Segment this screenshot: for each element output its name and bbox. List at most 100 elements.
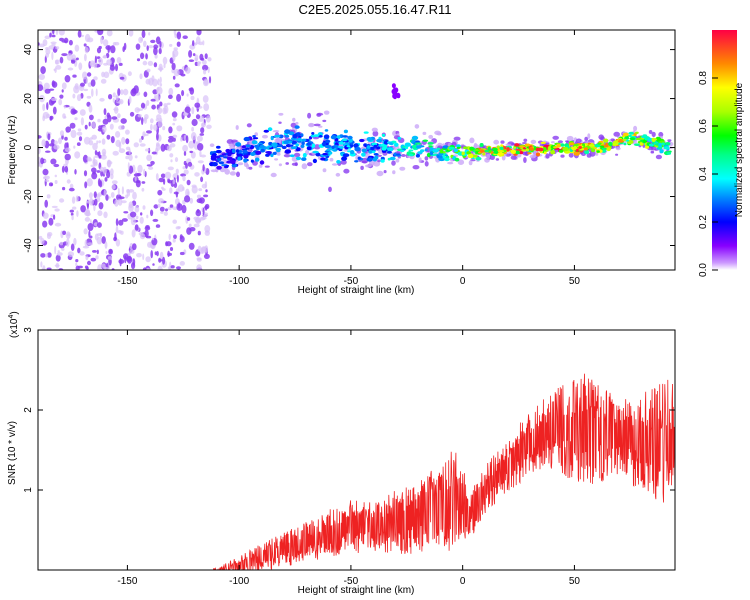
noise-speckle bbox=[140, 102, 146, 109]
noise-speckle bbox=[168, 233, 171, 241]
band-halo-mark bbox=[493, 139, 500, 145]
noise-speckle bbox=[84, 181, 88, 189]
band-halo-mark bbox=[235, 125, 239, 130]
band-core-mark bbox=[578, 146, 582, 149]
noise-speckle bbox=[184, 195, 191, 203]
noise-speckle bbox=[97, 178, 101, 187]
band-halo-mark bbox=[557, 140, 564, 144]
band-halo-mark bbox=[313, 123, 321, 127]
noise-speckle bbox=[162, 107, 167, 115]
noise-speckle bbox=[203, 194, 209, 198]
noise-speckle bbox=[61, 82, 67, 90]
noise-speckle bbox=[43, 175, 50, 180]
noise-speckle bbox=[146, 68, 151, 73]
x-tick-label: -150 bbox=[117, 576, 137, 587]
band-halo-mark bbox=[322, 119, 327, 123]
snr-scale-exponent: 4 bbox=[8, 315, 15, 319]
noise-speckle bbox=[133, 85, 139, 94]
noise-speckle bbox=[150, 98, 156, 102]
band-core-mark bbox=[338, 141, 344, 145]
noise-speckle bbox=[195, 216, 201, 225]
band-halo-mark bbox=[360, 165, 364, 170]
noise-speckle bbox=[52, 106, 57, 115]
band-core-mark bbox=[496, 145, 500, 149]
noise-speckle bbox=[160, 173, 166, 179]
band-core-mark bbox=[506, 147, 510, 152]
band-core-mark bbox=[388, 142, 393, 145]
noise-speckle bbox=[121, 200, 127, 204]
noise-speckle bbox=[175, 168, 179, 175]
band-core-mark bbox=[629, 137, 636, 141]
noise-speckle bbox=[164, 171, 172, 179]
noise-speckle bbox=[199, 133, 205, 136]
noise-speckle bbox=[104, 177, 108, 182]
noise-speckle bbox=[182, 166, 186, 170]
band-core-mark bbox=[394, 142, 399, 147]
band-halo-mark bbox=[278, 112, 284, 116]
noise-speckle bbox=[102, 118, 109, 125]
noise-speckle bbox=[54, 59, 59, 65]
noise-speckle bbox=[54, 180, 58, 184]
band-halo-mark bbox=[209, 160, 214, 163]
noise-speckle bbox=[158, 198, 164, 204]
band-halo-mark bbox=[335, 172, 341, 177]
band-halo-mark bbox=[469, 137, 475, 144]
band-halo-mark bbox=[392, 170, 396, 175]
band-halo-mark bbox=[422, 131, 427, 135]
noise-speckle bbox=[77, 265, 83, 269]
noise-speckle bbox=[140, 37, 143, 42]
noise-speckle bbox=[142, 60, 148, 66]
noise-speckle bbox=[83, 43, 87, 47]
noise-speckle bbox=[54, 174, 57, 178]
noise-speckle bbox=[71, 196, 76, 204]
noise-speckle bbox=[163, 211, 168, 216]
noise-speckle bbox=[163, 63, 166, 69]
noise-speckle bbox=[172, 122, 176, 126]
band-core-mark bbox=[245, 147, 250, 150]
noise-speckle bbox=[145, 225, 150, 229]
noise-speckle bbox=[88, 121, 91, 127]
band-core-mark bbox=[535, 152, 541, 157]
noise-speckle bbox=[146, 100, 150, 106]
band-core-mark bbox=[625, 136, 629, 140]
noise-speckle bbox=[158, 48, 162, 55]
noise-speckle bbox=[80, 117, 84, 126]
band-core-mark bbox=[462, 146, 468, 150]
snr-series-line bbox=[38, 373, 675, 570]
noise-speckle bbox=[197, 143, 204, 151]
noise-speckle bbox=[159, 83, 163, 87]
band-core-mark bbox=[294, 125, 300, 129]
secondary-blob-mark bbox=[396, 93, 401, 99]
band-halo-mark bbox=[307, 112, 312, 119]
noise-speckle bbox=[125, 146, 131, 151]
noise-speckle bbox=[116, 57, 122, 64]
noise-speckle bbox=[86, 178, 93, 187]
band-core-mark bbox=[353, 143, 359, 148]
noise-speckle bbox=[42, 103, 46, 112]
band-core-mark bbox=[341, 156, 347, 161]
noise-speckle bbox=[139, 216, 144, 224]
noise-speckle bbox=[74, 44, 80, 52]
noise-speckle bbox=[135, 215, 139, 220]
noise-speckle bbox=[176, 174, 179, 183]
noise-speckle bbox=[99, 97, 105, 102]
noise-speckle bbox=[159, 251, 164, 260]
noise-speckle bbox=[175, 191, 178, 198]
colorbar-label: Normalized spectral amplitude bbox=[734, 82, 745, 217]
noise-speckle bbox=[85, 210, 90, 217]
band-core-mark bbox=[259, 160, 265, 165]
band-core-mark bbox=[613, 140, 620, 144]
noise-speckle bbox=[172, 238, 176, 243]
noise-speckle bbox=[44, 199, 48, 208]
noise-speckle bbox=[196, 194, 202, 199]
noise-speckle bbox=[145, 148, 150, 152]
noise-speckle bbox=[193, 223, 200, 228]
band-core-mark bbox=[487, 146, 491, 151]
noise-speckle bbox=[91, 121, 96, 129]
noise-speckle bbox=[43, 159, 47, 163]
noise-speckle bbox=[137, 164, 143, 174]
band-core-mark bbox=[482, 152, 486, 156]
noise-speckle bbox=[134, 224, 139, 231]
band-core-mark bbox=[635, 131, 639, 134]
